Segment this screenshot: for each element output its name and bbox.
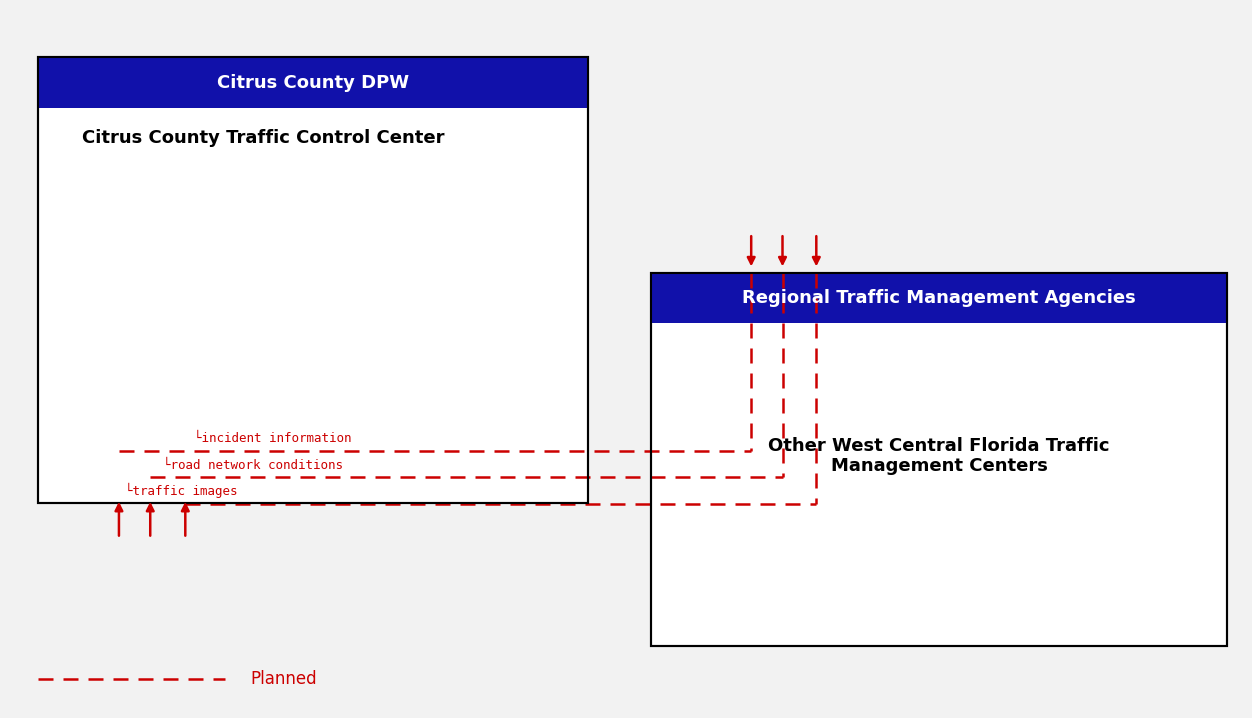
Bar — [651, 273, 1227, 646]
Bar — [38, 57, 588, 108]
Bar — [651, 273, 1227, 323]
Bar — [651, 273, 1227, 646]
Text: └incident information: └incident information — [194, 432, 352, 445]
Text: Planned: Planned — [250, 669, 317, 688]
Text: └road network conditions: └road network conditions — [163, 459, 343, 472]
Bar — [38, 57, 588, 503]
Bar — [38, 57, 588, 503]
Text: Other West Central Florida Traffic
Management Centers: Other West Central Florida Traffic Manag… — [769, 437, 1109, 475]
Text: Citrus County Traffic Control Center: Citrus County Traffic Control Center — [81, 129, 444, 147]
Text: └traffic images: └traffic images — [125, 483, 238, 498]
Text: Citrus County DPW: Citrus County DPW — [217, 73, 409, 92]
Text: Regional Traffic Management Agencies: Regional Traffic Management Agencies — [742, 289, 1136, 307]
